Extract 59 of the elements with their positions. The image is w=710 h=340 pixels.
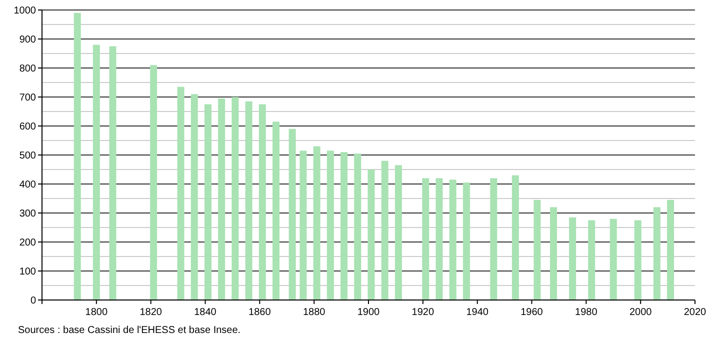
x-tick-label: 2020 (684, 307, 707, 318)
y-tick-label: 700 (19, 92, 36, 104)
x-tick-label: 1920 (412, 307, 434, 318)
y-tick-label: 500 (19, 150, 36, 162)
bar (218, 98, 226, 300)
bar (422, 178, 430, 300)
x-tick-label: 1860 (248, 307, 272, 318)
bar (74, 12, 81, 300)
bar (288, 128, 296, 300)
y-tick-label: 900 (19, 34, 36, 46)
bar (300, 150, 307, 300)
bar (462, 182, 470, 300)
x-tick-label: 1800 (85, 307, 108, 318)
bar (436, 178, 443, 300)
bar (588, 220, 596, 300)
bar (653, 207, 660, 300)
y-tick-label: 200 (19, 238, 36, 248)
x-tick-label: 1980 (575, 307, 598, 318)
bar (534, 200, 541, 300)
bar (490, 178, 498, 300)
bar (634, 220, 642, 300)
bar (550, 207, 558, 300)
bar (610, 218, 617, 300)
bar (667, 200, 674, 300)
x-tick-label: 1820 (140, 307, 162, 318)
y-tick-label: 1000 (14, 6, 36, 16)
y-tick-label: 0 (30, 296, 36, 306)
bar (354, 154, 362, 300)
x-tick-label: 1940 (466, 307, 489, 318)
bar (232, 97, 239, 300)
bar (394, 165, 402, 300)
bar (272, 122, 280, 300)
bar (569, 217, 576, 300)
bar (204, 104, 212, 300)
y-tick-label: 300 (19, 208, 36, 220)
x-tick-label: 1960 (520, 307, 544, 318)
bar (190, 94, 198, 300)
bar (150, 65, 158, 300)
bar (245, 101, 252, 300)
bar (313, 146, 320, 300)
x-tick-label: 1880 (302, 307, 326, 318)
x-tick-label: 2000 (629, 307, 652, 318)
bar (109, 46, 116, 300)
bar (340, 152, 348, 300)
x-tick-label: 1840 (194, 307, 217, 318)
y-tick-label: 100 (19, 266, 36, 278)
y-tick-label: 400 (19, 180, 36, 190)
bar (368, 170, 375, 300)
bar (449, 180, 456, 300)
bar (92, 44, 100, 300)
y-tick-label: 800 (19, 64, 36, 74)
bar (381, 160, 388, 300)
bar (326, 150, 334, 300)
bar (177, 86, 184, 300)
bar (512, 175, 519, 300)
x-tick-label: 1900 (357, 307, 380, 318)
y-tick-label: 600 (19, 122, 36, 132)
source-note: Sources : base Cassini de l'EHESS et base Insee. (18, 325, 241, 336)
bar (258, 104, 266, 300)
